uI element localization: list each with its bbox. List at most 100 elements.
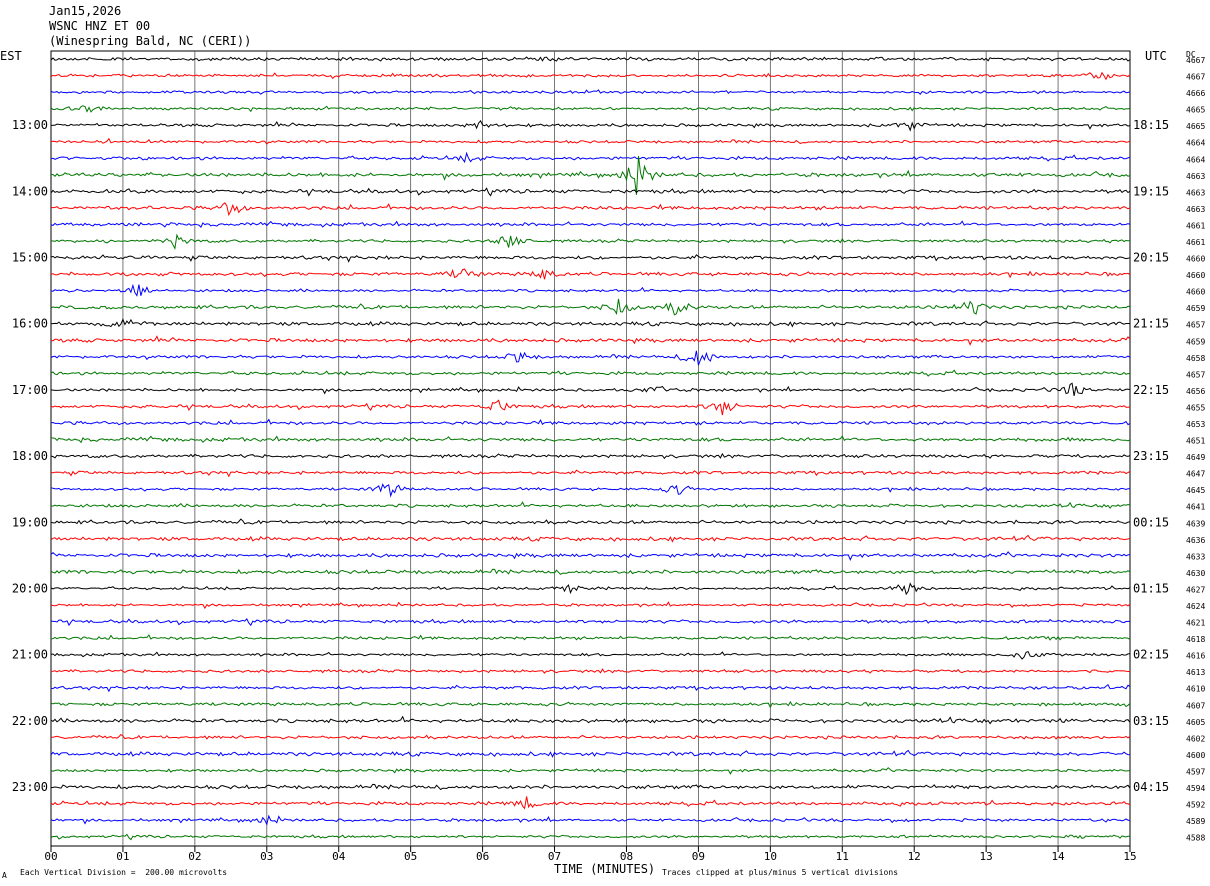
dc-offset-label: 4664	[1186, 155, 1205, 164]
dc-offset-label: 4659	[1186, 337, 1205, 346]
seismic-trace	[50, 382, 1131, 396]
dc-offset-label: 4657	[1186, 321, 1205, 330]
left-time-label: 16:00	[12, 317, 48, 331]
seismic-trace	[50, 399, 1131, 416]
header-location: (Winespring Bald, NC (CERI))	[49, 34, 252, 48]
x-tick-label: 05	[404, 850, 417, 863]
dc-offset-label: 4656	[1186, 387, 1205, 396]
dc-offset-label: 4600	[1186, 751, 1205, 760]
x-tick-label: 12	[908, 850, 921, 863]
seismic-trace	[50, 715, 1131, 725]
dc-label: DC	[1186, 50, 1196, 59]
seismic-trace	[50, 701, 1131, 709]
dc-offset-label: 4659	[1186, 304, 1205, 313]
seismic-trace	[50, 618, 1130, 627]
seismic-trace	[50, 683, 1131, 693]
dc-offset-label: 4663	[1186, 188, 1205, 197]
left-time-label: 13:00	[12, 118, 48, 132]
dc-offset-label: 4647	[1186, 470, 1205, 479]
dc-offset-label: 4649	[1186, 453, 1205, 462]
x-tick-label: 13	[980, 850, 993, 863]
seismic-trace	[50, 105, 1131, 113]
seismic-trace	[50, 601, 1131, 610]
dc-offset-label: 4610	[1186, 685, 1205, 694]
plot-frame	[50, 50, 1131, 847]
x-tick-label: 07	[548, 850, 561, 863]
seismic-trace	[50, 814, 1131, 826]
right-time-label: 21:15	[1133, 317, 1169, 331]
x-tick-label: 00	[44, 850, 57, 863]
seismic-trace	[50, 71, 1131, 81]
seismic-trace	[50, 137, 1131, 145]
seismic-trace	[50, 233, 1131, 250]
seismic-trace	[51, 317, 1131, 328]
right-time-label: 23:15	[1133, 449, 1169, 463]
seismic-trace	[50, 202, 1131, 217]
x-tick-label: 03	[260, 850, 273, 863]
right-time-label: 19:15	[1133, 184, 1169, 198]
seismic-trace	[50, 435, 1131, 444]
seismic-trace	[50, 551, 1131, 561]
seismic-trace	[50, 283, 1131, 297]
right-timezone-label: UTC	[1145, 49, 1167, 63]
dc-offset-label: 4639	[1186, 519, 1205, 528]
dc-offset-label: 4613	[1186, 668, 1205, 677]
x-tick-label: 04	[332, 850, 346, 863]
x-tick-label: 15	[1123, 850, 1136, 863]
x-tick-label: 14	[1051, 850, 1065, 863]
dc-offset-label: 4663	[1186, 205, 1205, 214]
dc-offset-label: 4602	[1186, 734, 1205, 743]
dc-offset-label: 4665	[1186, 122, 1205, 131]
left-time-label: 14:00	[12, 184, 48, 198]
left-time-label: 23:00	[12, 780, 48, 794]
seismic-trace	[50, 783, 1131, 791]
dc-offset-label: 4661	[1186, 238, 1205, 247]
dc-offset-label: 4665	[1186, 106, 1205, 115]
right-time-label: 00:15	[1133, 515, 1169, 529]
scale-note: Each Vertical Division = 200.00 microvol…	[20, 868, 228, 877]
header-station: WSNC HNZ ET 00	[49, 19, 151, 33]
seismic-trace	[50, 89, 1131, 95]
dc-offset-label: 4594	[1186, 784, 1205, 793]
seismic-trace	[50, 335, 1131, 346]
seismic-trace	[50, 254, 1131, 263]
dc-offset-label: 4588	[1186, 834, 1205, 843]
dc-offset-label: 4660	[1186, 288, 1205, 297]
left-time-label: 20:00	[12, 581, 48, 595]
left-time-label: 17:00	[12, 383, 48, 397]
dc-offset-label: 4667	[1186, 56, 1205, 65]
x-tick-label: 02	[188, 850, 201, 863]
seismic-trace	[50, 298, 1131, 316]
right-time-label: 18:15	[1133, 118, 1169, 132]
seismic-trace	[50, 650, 1131, 660]
seismic-trace	[50, 120, 1131, 132]
seismic-trace	[50, 518, 1131, 525]
seismic-trace	[50, 796, 1131, 810]
dc-offset-label: 4624	[1186, 602, 1205, 611]
dc-offset-label: 4616	[1186, 652, 1205, 661]
left-time-label: 15:00	[12, 251, 48, 265]
seismic-trace	[50, 501, 1131, 509]
x-tick-label: 06	[476, 850, 489, 863]
seismic-trace	[50, 733, 1131, 740]
header-date: Jan15,2026	[49, 4, 122, 18]
dc-offset-label: 4636	[1186, 536, 1205, 545]
right-time-label: 02:15	[1133, 648, 1169, 662]
dc-offset-label: 4633	[1186, 552, 1205, 561]
dc-offset-label: 4607	[1186, 701, 1205, 710]
seismic-trace	[50, 469, 1131, 478]
dc-offset-label: 4605	[1186, 718, 1205, 727]
seismic-trace	[50, 767, 1131, 775]
dc-offset-label: 4658	[1186, 354, 1205, 363]
dc-offset-label: 4666	[1186, 89, 1205, 98]
seismic-trace	[50, 668, 1131, 674]
seismic-trace	[50, 534, 1131, 543]
corner-mark: A	[2, 871, 7, 880]
left-timezone-label: EST	[0, 49, 22, 63]
seismic-trace	[50, 220, 1131, 228]
seismic-trace	[50, 452, 1131, 460]
seismic-trace	[50, 369, 1131, 377]
dc-offset-label: 4597	[1186, 767, 1205, 776]
seismic-trace	[50, 268, 1131, 280]
x-tick-label: 01	[116, 850, 129, 863]
